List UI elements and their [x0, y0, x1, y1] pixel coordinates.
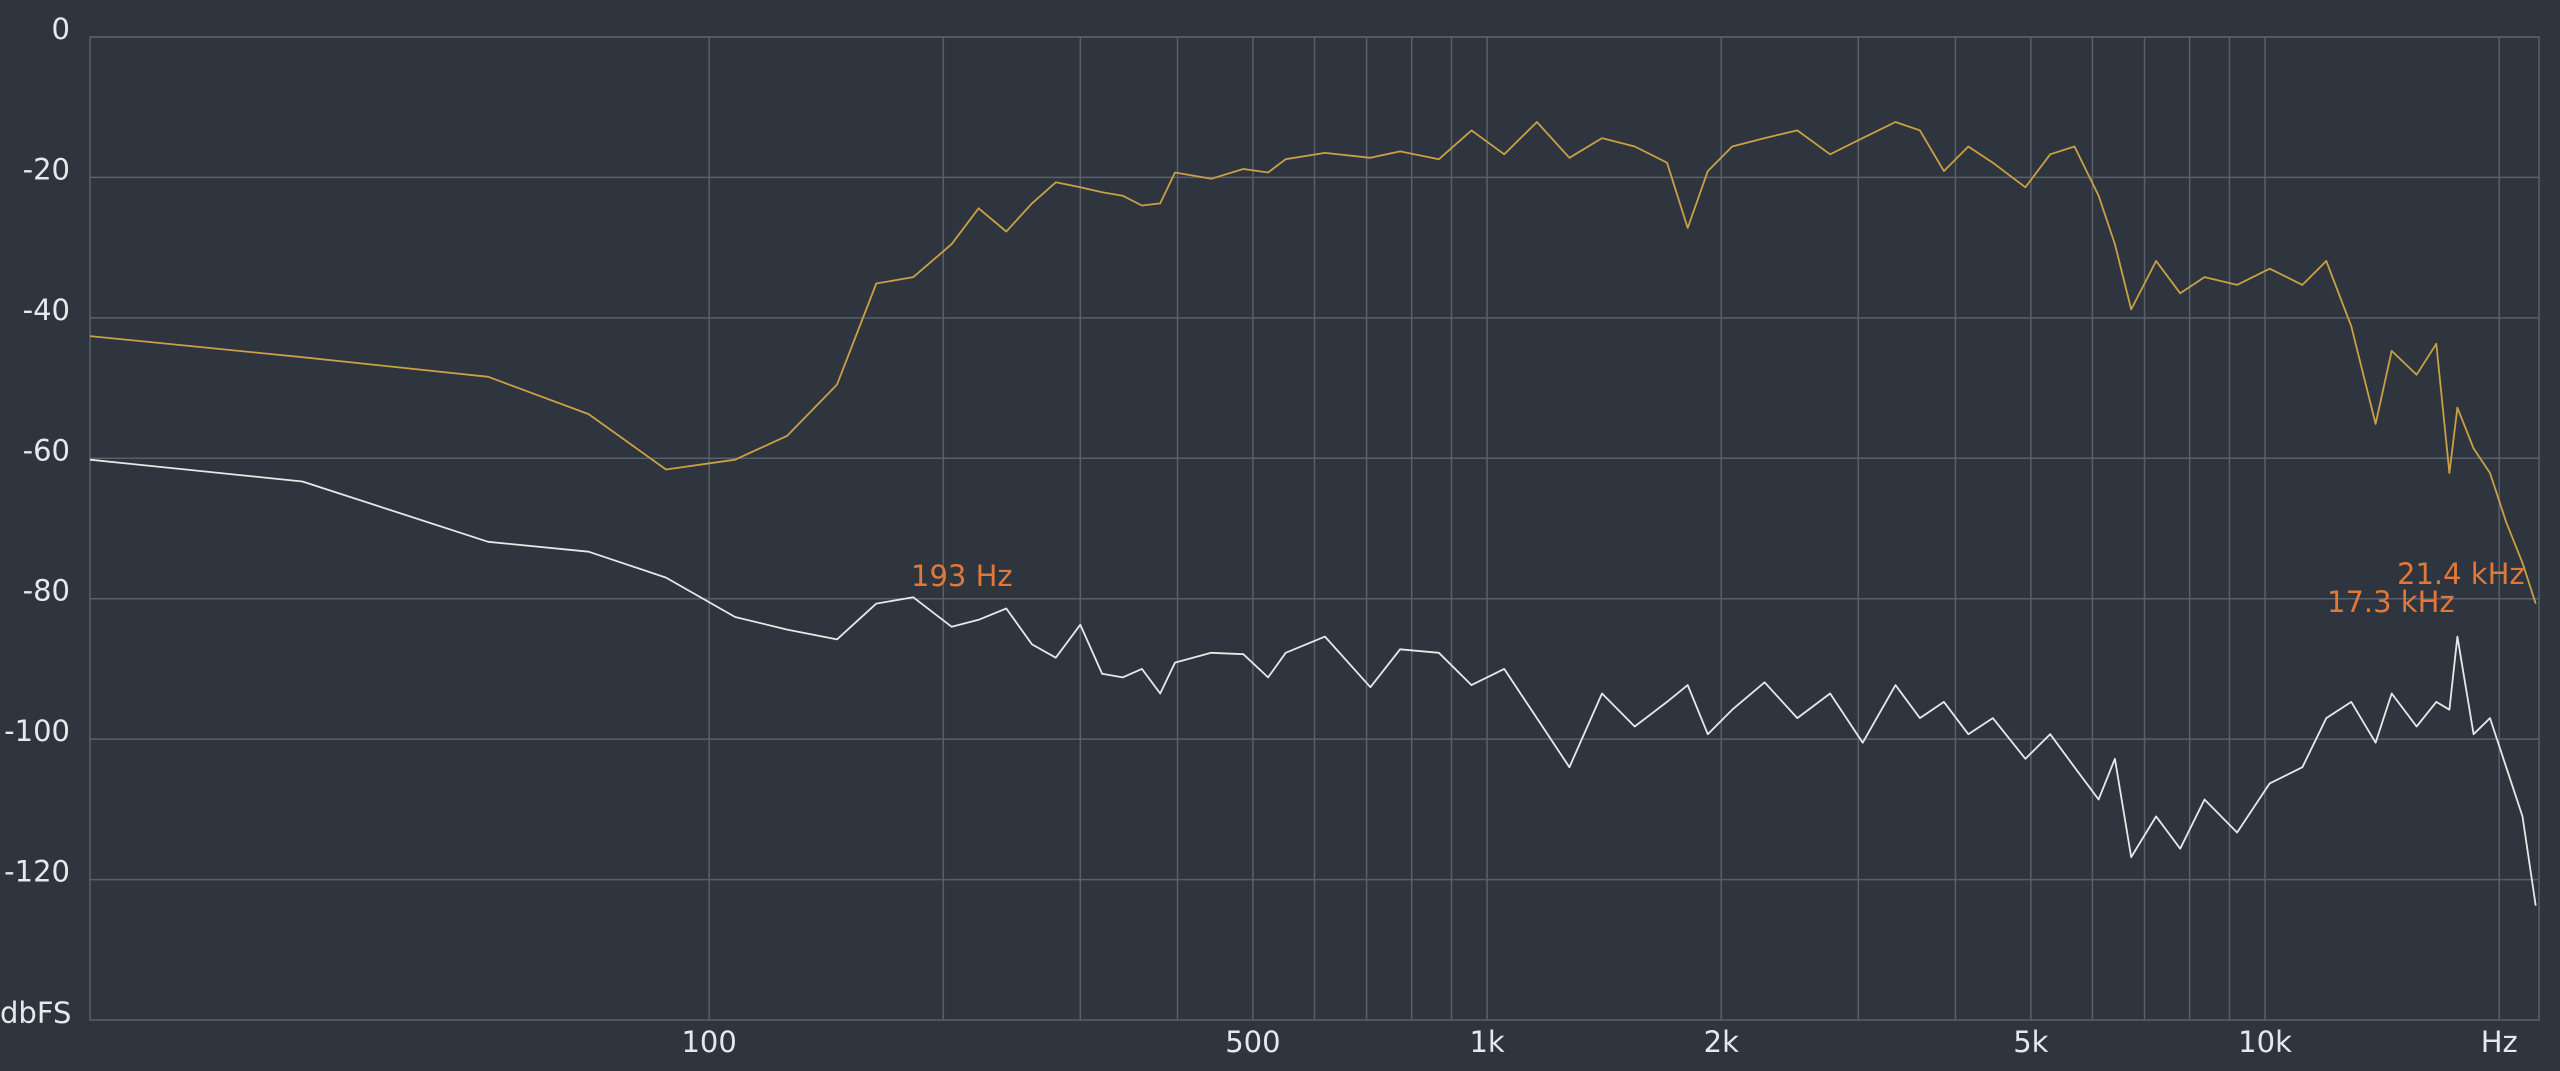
y-tick-label: -120	[4, 855, 70, 889]
x-tick-label: 500	[1225, 1025, 1280, 1059]
traces	[89, 121, 2537, 906]
y-tick-label: -80	[23, 574, 70, 608]
y-axis-label: dbFS	[0, 996, 71, 1030]
x-tick-label: 5k	[2013, 1025, 2048, 1059]
labels: 0 -20 -40 -60 -80 -100 -120 100 500 1k 2k 5k 10k Hz 19…	[4, 12, 2524, 1059]
annotation: 193 Hz	[911, 559, 1013, 593]
annotation: 17.3 kHz	[2327, 585, 2455, 619]
y-tick-label: -20	[23, 152, 70, 186]
y-tick-label: -100	[4, 714, 70, 748]
x-tick-label: 100	[681, 1025, 736, 1059]
grid	[89, 36, 2540, 1021]
x-tick-label: 1k	[1469, 1025, 1504, 1059]
y-tick-label: -60	[23, 433, 70, 467]
y-tick-label: 0	[52, 12, 70, 46]
spectrum-line	[89, 121, 2537, 604]
annotation: 21.4 kHz	[2397, 557, 2525, 591]
x-tick-label: 10k	[2238, 1025, 2292, 1059]
spectrum-line	[89, 458, 2537, 906]
x-tick-label: Hz	[2481, 1025, 2518, 1059]
x-tick-label: 2k	[1704, 1025, 1739, 1059]
y-tick-label: -40	[23, 293, 70, 327]
